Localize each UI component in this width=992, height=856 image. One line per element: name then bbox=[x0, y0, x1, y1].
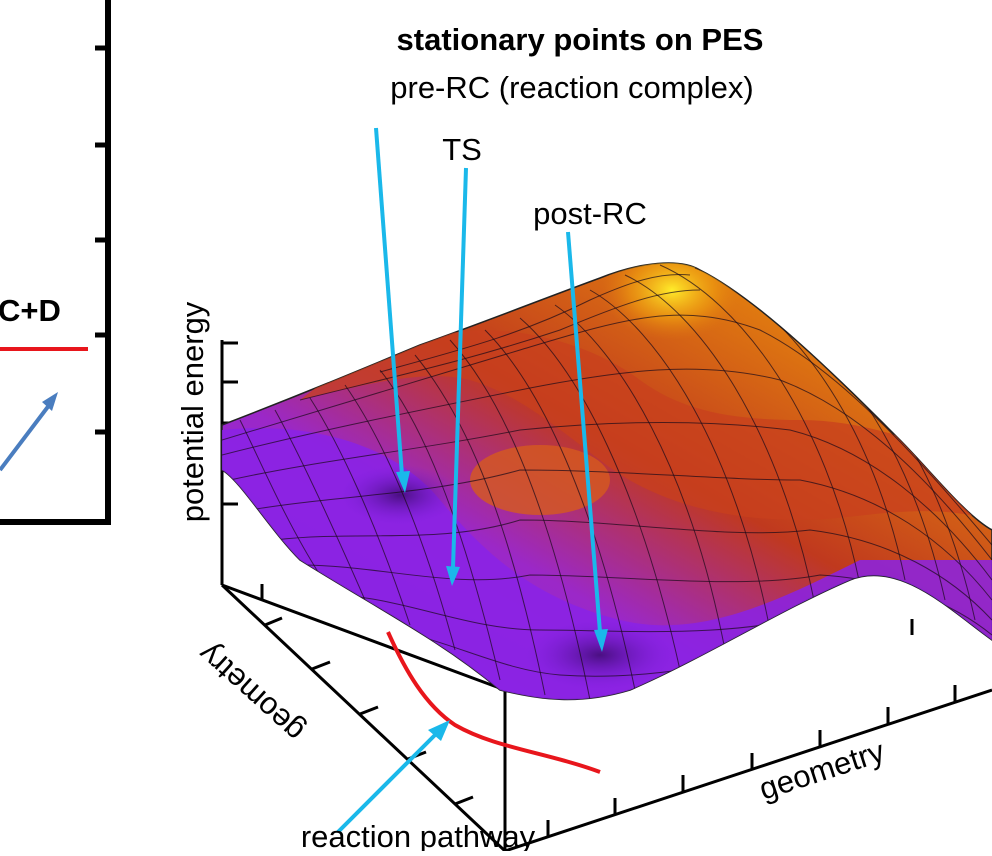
ts-saddle-shade bbox=[470, 445, 610, 515]
peak-glow bbox=[602, 263, 742, 340]
surface-ridge-band bbox=[300, 330, 992, 520]
post-rc-well bbox=[525, 620, 675, 690]
x-ticks bbox=[546, 685, 957, 837]
left-arrow-shaft bbox=[0, 402, 52, 472]
product-label: C+D bbox=[0, 293, 61, 328]
left-energy-panel: C+D bbox=[0, 0, 111, 525]
pathway-arrow bbox=[336, 733, 437, 834]
post-rc-label: post-RC bbox=[533, 196, 647, 231]
back-floor-ticks bbox=[260, 584, 914, 635]
left-arrow-head bbox=[42, 392, 58, 411]
post-rc-arrow bbox=[566, 231, 602, 633]
surface-mesh bbox=[222, 274, 992, 677]
reaction-pathway-label: reaction pathway bbox=[301, 819, 536, 851]
y-axis-line bbox=[220, 583, 507, 853]
pre-rc-arrow bbox=[374, 127, 404, 476]
floor-bottom-edge bbox=[504, 688, 992, 853]
ts-label: TS bbox=[442, 132, 482, 167]
pre-rc-label: pre-RC (reaction complex) bbox=[390, 70, 754, 105]
reaction-pathway-curve bbox=[386, 631, 601, 774]
annotation-arrows bbox=[336, 127, 608, 834]
x-axis-label: geometry bbox=[755, 733, 889, 806]
ts-arrow bbox=[451, 167, 468, 569]
pre-rc-well bbox=[340, 465, 460, 525]
diagram-title: stationary points on PES bbox=[397, 22, 764, 57]
z-axis-label: potential energy bbox=[175, 301, 210, 522]
floor-left-edge bbox=[221, 583, 506, 692]
